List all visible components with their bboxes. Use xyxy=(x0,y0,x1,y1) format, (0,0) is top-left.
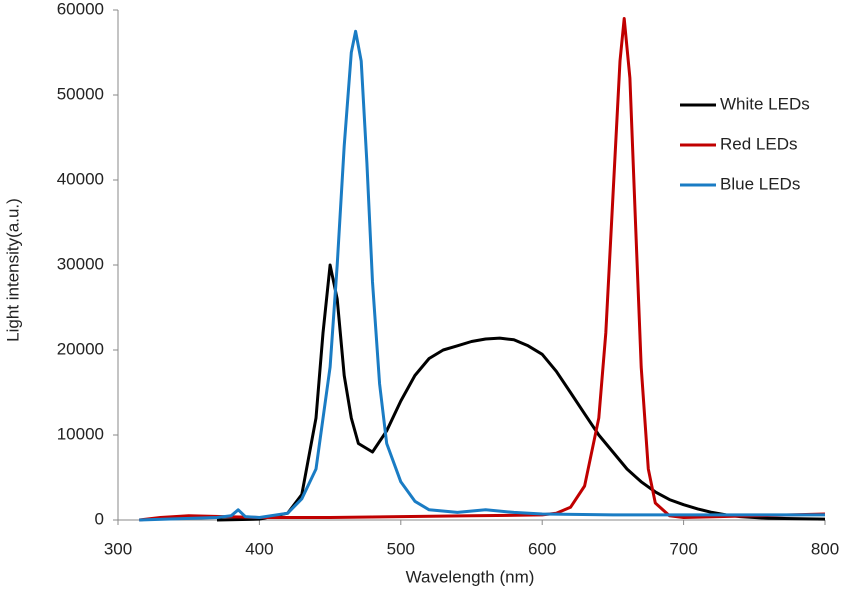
legend-label: White LEDs xyxy=(720,94,810,113)
y-tick-label: 50000 xyxy=(57,84,104,103)
y-tick-label: 0 xyxy=(95,509,104,528)
x-tick-label: 400 xyxy=(245,539,273,558)
y-tick-label: 60000 xyxy=(57,0,104,18)
legend-label: Blue LEDs xyxy=(720,174,800,193)
x-tick-label: 500 xyxy=(387,539,415,558)
x-tick-label: 600 xyxy=(528,539,556,558)
y-tick-label: 40000 xyxy=(57,169,104,188)
x-tick-label: 800 xyxy=(811,539,839,558)
series-line xyxy=(139,17,826,522)
x-tick-label: 700 xyxy=(669,539,697,558)
y-tick-label: 20000 xyxy=(57,339,104,358)
x-tick-label: 300 xyxy=(104,539,132,558)
y-tick-label: 10000 xyxy=(57,424,104,443)
y-axis-title: Light intensity(a.u.) xyxy=(3,198,22,342)
series-line xyxy=(139,29,825,522)
x-axis-title: Wavelength (nm) xyxy=(406,567,535,586)
y-tick-label: 30000 xyxy=(57,254,104,273)
series-line xyxy=(216,263,826,522)
legend-label: Red LEDs xyxy=(720,134,797,153)
